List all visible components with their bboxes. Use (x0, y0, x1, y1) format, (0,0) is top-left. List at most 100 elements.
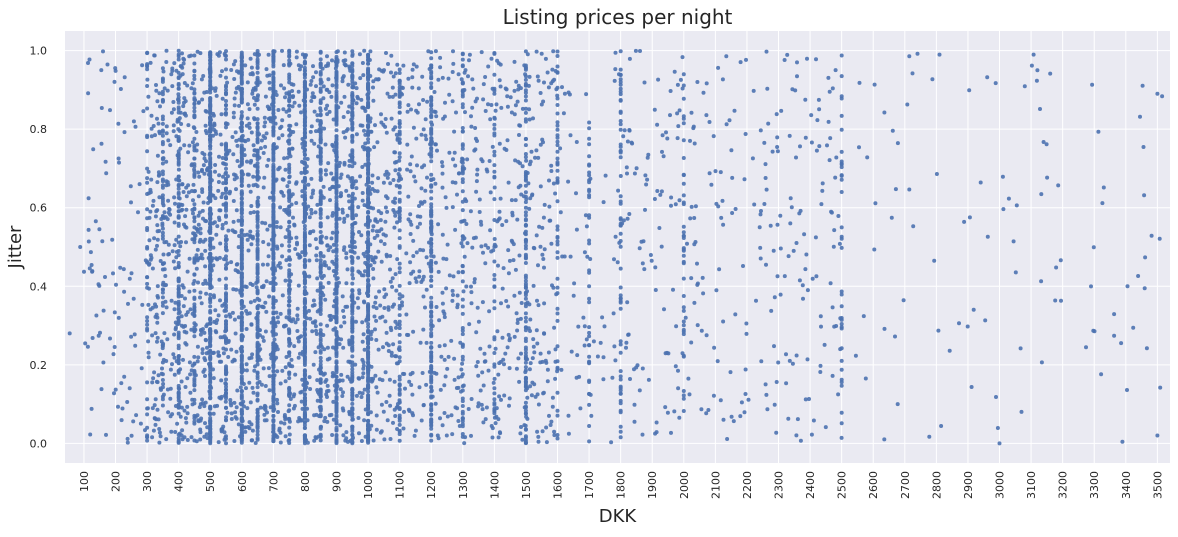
data-point (446, 354, 451, 359)
data-point (646, 377, 651, 382)
data-point (325, 383, 330, 388)
data-point (255, 136, 260, 141)
data-point (445, 366, 450, 371)
data-point (350, 133, 355, 138)
data-point (429, 419, 434, 424)
data-point (334, 112, 339, 117)
data-point (429, 412, 434, 417)
data-point (287, 295, 292, 300)
data-point (379, 112, 383, 117)
data-point (350, 225, 355, 230)
data-point (224, 366, 228, 371)
data-point (309, 211, 314, 216)
data-point (772, 295, 777, 300)
data-point (161, 156, 166, 161)
data-point (618, 350, 623, 355)
data-point (170, 84, 175, 89)
data-point (160, 230, 165, 235)
data-point (528, 317, 533, 322)
data-point (271, 182, 276, 187)
data-point (770, 149, 775, 154)
data-point (528, 384, 533, 389)
data-point (287, 165, 292, 170)
data-point (324, 172, 328, 177)
data-point (302, 423, 307, 427)
data-point (519, 301, 524, 305)
data-point (91, 147, 96, 152)
data-point (208, 380, 213, 385)
data-point (733, 207, 738, 211)
data-point (171, 100, 176, 104)
data-point (164, 159, 169, 164)
data-point (287, 94, 292, 98)
data-points (67, 48, 1165, 446)
data-point (430, 122, 434, 127)
data-point (350, 397, 355, 402)
data-point (587, 380, 592, 384)
data-point (239, 207, 244, 212)
data-point (618, 149, 623, 154)
data-point (300, 189, 305, 194)
data-point (366, 305, 371, 310)
data-point (555, 227, 560, 232)
data-point (302, 340, 307, 345)
data-point (302, 237, 307, 242)
data-point (334, 212, 339, 217)
data-point (386, 62, 390, 66)
data-point (514, 79, 519, 84)
data-point (836, 392, 841, 397)
data-point (471, 86, 476, 91)
data-point (625, 139, 630, 144)
data-point (194, 266, 199, 271)
data-point (334, 167, 339, 171)
data-point (155, 153, 160, 158)
data-point (366, 123, 371, 128)
data-point (129, 433, 134, 438)
data-point (649, 258, 654, 263)
data-point (618, 49, 623, 54)
data-point (574, 140, 579, 144)
data-point (382, 242, 387, 246)
data-point (210, 86, 215, 91)
data-point (224, 415, 228, 420)
data-point (673, 364, 678, 369)
data-point (460, 297, 465, 302)
data-point (681, 138, 686, 143)
data-point (542, 80, 546, 85)
data-point (171, 259, 176, 264)
data-point (192, 136, 197, 141)
data-point (157, 440, 162, 445)
data-point (373, 327, 377, 332)
data-point (408, 260, 413, 265)
data-point (313, 210, 318, 215)
data-point (363, 132, 368, 137)
data-point (587, 126, 592, 131)
data-point (312, 141, 317, 146)
data-point (313, 237, 318, 242)
data-point (255, 214, 260, 219)
data-point (308, 82, 313, 87)
data-point (354, 86, 359, 91)
data-point (163, 299, 168, 304)
data-point (270, 95, 275, 100)
data-point (444, 205, 449, 210)
data-point (295, 329, 300, 333)
data-point (239, 310, 244, 315)
data-point (366, 196, 371, 201)
data-point (396, 178, 401, 183)
data-point (363, 269, 367, 274)
data-point (224, 187, 228, 192)
data-point (192, 105, 197, 110)
data-point (618, 119, 623, 123)
data-point (230, 310, 235, 315)
data-point (276, 108, 281, 112)
data-point (460, 52, 465, 57)
data-point (333, 347, 338, 351)
data-point (555, 239, 560, 244)
data-point (271, 173, 276, 178)
data-point (371, 276, 376, 281)
data-point (566, 413, 571, 418)
data-point (523, 345, 528, 350)
data-point (162, 331, 167, 336)
data-point (460, 279, 465, 284)
